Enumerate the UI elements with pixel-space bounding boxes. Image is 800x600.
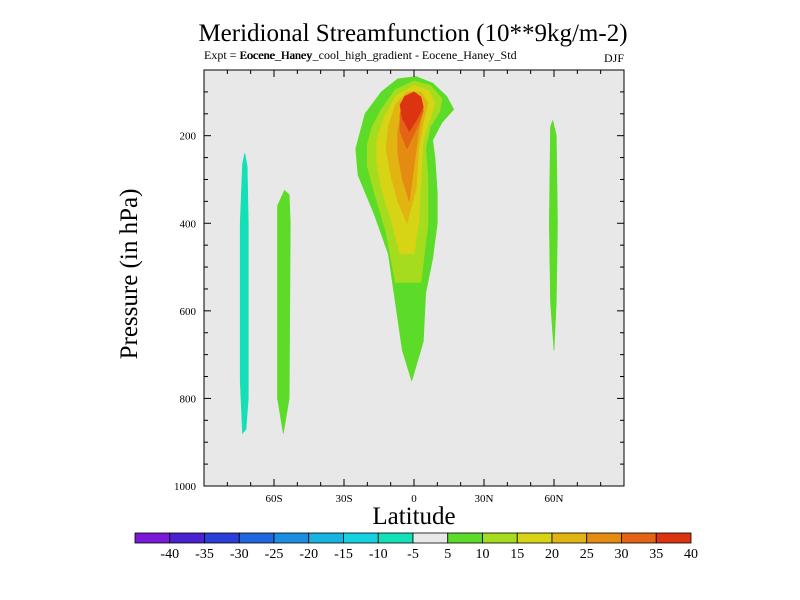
colorbar-label: -20 [299,547,318,562]
colorbar-label: 25 [580,547,594,562]
chart-title: Meridional Streamfunction (10**9kg/m-2) [198,20,627,47]
colorbar-swatch [586,532,622,544]
colorbar-label: -5 [407,547,419,562]
y-tick-label: 400 [180,218,197,230]
colorbar-label: 35 [649,547,663,562]
colorbar-label: 5 [444,547,451,562]
colorbar-label: -10 [369,547,388,562]
colorbar-label: 30 [615,547,629,562]
contour-region-3 [548,120,558,351]
contour-region-1 [239,152,249,434]
colorbar-swatch [482,532,518,544]
contour-layer [239,76,558,434]
contour-region-10 [399,91,424,132]
colorbar-swatch [273,532,310,544]
x-tick-label: 0 [411,493,417,505]
x-axis-title: Latitude [372,503,455,530]
colorbar-swatch [516,532,553,544]
season-label: DJF [604,51,624,65]
y-axis-title: Pressure (in hPa) [116,189,143,360]
y-tick-label: 1000 [174,481,197,493]
colorbar-label: 40 [684,547,698,562]
colorbar-label: 10 [476,547,490,562]
chart-subtitle: Eocene_Haney_cool_high_gradient - Eocene… [240,48,517,62]
y-tick-label: 200 [180,131,197,143]
colorbar-swatch [343,532,379,544]
colorbar-label: -35 [195,547,214,562]
chart-subtitle-overlap: Expt = Eocene_Haney [204,48,312,62]
x-tick-label: 30S [335,493,352,505]
colorbar-swatch [551,532,588,544]
colorbar-swatch [412,532,449,544]
colorbar-swatch [169,532,205,544]
colorbar-label: -25 [265,547,284,562]
colorbar-label: -15 [334,547,353,562]
colorbar-swatch [204,532,240,544]
x-tick-label: 60N [545,493,564,505]
colorbar-label: -30 [230,547,249,562]
x-tick-label: 60S [265,493,282,505]
colorbar-swatch [134,532,171,544]
colorbar-label: 20 [545,547,559,562]
colorbar: -40 -35 -30 -25 -20 -15 -10 -5 5 10 15 20 25 30 35 40 [134,532,698,562]
tick-layer: 60S 30S 0 30N 60N 200 400 600 800 1000 [174,70,624,505]
colorbar-label: -40 [160,547,179,562]
colorbar-swatch [377,532,414,544]
colorbar-swatch [621,532,657,544]
y-tick-label: 600 [180,306,197,318]
x-tick-label: 30N [475,493,494,505]
colorbar-swatch [238,532,275,544]
contour-region-2 [277,190,291,434]
colorbar-swatch [308,532,344,544]
y-tick-label: 800 [180,393,197,405]
colorbar-swatch [447,532,483,544]
colorbar-label: 15 [510,547,524,562]
colorbar-swatch [655,532,692,544]
